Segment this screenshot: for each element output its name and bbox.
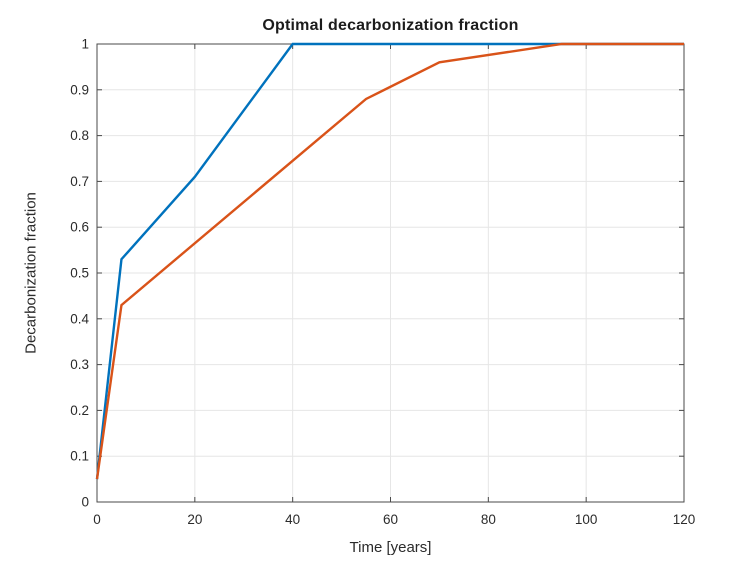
x-axis-label: Time [years]	[349, 539, 432, 556]
y-tick-label: 0.8	[70, 128, 89, 143]
x-tick-label: 80	[481, 512, 496, 527]
x-tick-label: 20	[187, 512, 202, 527]
y-tick-label: 0.5	[70, 266, 89, 281]
y-tick-label: 0.7	[70, 174, 89, 189]
chart-title: Optimal decarbonization fraction	[262, 17, 519, 34]
y-tick-label: 0.4	[70, 311, 89, 326]
y-tick-label: 0.2	[70, 403, 89, 418]
x-tick-label: 120	[673, 512, 696, 527]
y-tick-label: 0.9	[70, 82, 89, 97]
x-tick-label: 60	[383, 512, 398, 527]
y-tick-label: 0.3	[70, 357, 89, 372]
x-tick-label: 0	[93, 512, 101, 527]
x-tick-label: 100	[575, 512, 598, 527]
y-axis-label: Decarbonization fraction	[22, 192, 40, 354]
y-tick-label: 1	[81, 37, 89, 52]
y-tick-label: 0.1	[70, 449, 89, 464]
y-tick-label: 0.6	[70, 220, 89, 235]
y-tick-label: 0	[81, 495, 89, 510]
blue-series-line	[95, 42, 684, 480]
orange-series-line	[95, 42, 684, 480]
x-tick-label: 40	[285, 512, 300, 527]
